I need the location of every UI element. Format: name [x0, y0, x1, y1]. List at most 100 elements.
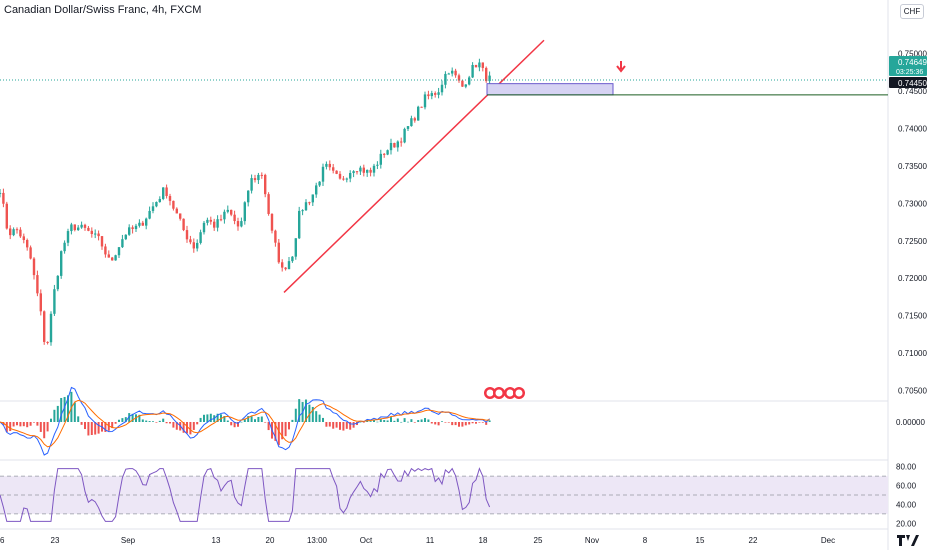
macd-bar	[454, 422, 457, 426]
macd-bar	[288, 422, 290, 430]
candle-body	[196, 242, 199, 249]
rsi-tick: 80.00	[896, 463, 917, 472]
event-icon[interactable]	[484, 387, 525, 399]
candle-body	[471, 65, 474, 78]
price-tick: 0.72000	[898, 274, 927, 283]
current-price-tag	[889, 56, 927, 76]
macd-bar	[199, 417, 202, 422]
candle-body	[226, 209, 229, 212]
candle-body	[53, 289, 56, 314]
macd-bar	[427, 419, 430, 422]
macd-bar	[121, 418, 124, 422]
macd-bar	[430, 422, 433, 424]
tradingview-logo-icon[interactable]	[897, 535, 919, 548]
trendline[interactable]	[283, 39, 545, 294]
candle-body	[355, 171, 359, 173]
candle-body	[128, 227, 131, 235]
rsi-tick: 40.00	[896, 500, 917, 509]
macd-bar	[315, 411, 318, 422]
macd-bar	[216, 413, 219, 422]
symbol-title[interactable]: Canadian Dollar/Swiss Franc, 4h, FXCM	[4, 4, 202, 16]
macd-bar	[393, 420, 396, 422]
candle-body	[403, 128, 406, 143]
currency-button[interactable]: CHF	[900, 4, 924, 19]
target-box[interactable]	[486, 83, 614, 96]
macd-bar	[478, 422, 481, 423]
candle-body	[420, 106, 423, 108]
candle-body	[318, 181, 321, 186]
candle-body	[338, 173, 342, 179]
candle-body	[26, 239, 29, 248]
macd-bar	[128, 413, 131, 422]
candle-body	[80, 224, 83, 228]
candle-body	[87, 227, 90, 231]
price-axis[interactable]: 0.75000 0.74500 0.74000 0.73500 0.73000 0.725…	[898, 50, 927, 396]
candle-body	[383, 153, 386, 155]
macd-bar	[29, 422, 32, 426]
candle-body	[63, 242, 66, 252]
macd-bar	[138, 414, 141, 422]
macd-bar	[458, 422, 460, 427]
candle-body	[315, 185, 318, 195]
macd-bar	[162, 418, 165, 422]
time-tick: Nov	[585, 536, 599, 545]
macd-bar	[284, 422, 287, 437]
candle-body	[253, 178, 257, 181]
candle-body	[223, 211, 226, 220]
rsi-axis[interactable]: 80.00 60.00 40.00 20.00	[896, 463, 917, 529]
candle-body	[182, 218, 185, 231]
macd-tick: 0.00000	[896, 418, 925, 427]
candle-body	[294, 238, 297, 257]
candle-body	[451, 70, 454, 74]
macd-bar	[413, 422, 416, 423]
candle-body	[100, 236, 104, 247]
candle-body	[49, 313, 53, 343]
candle-body	[444, 73, 447, 85]
macd-bar	[237, 422, 239, 427]
macd-bar	[373, 419, 375, 422]
current-price-label: 0.74649	[898, 58, 927, 67]
signal-line	[0, 399, 490, 448]
macd-bar	[22, 422, 25, 427]
candle-body	[56, 275, 59, 290]
candle-body	[66, 231, 70, 243]
time-tick: 23	[51, 536, 60, 545]
candle-body	[325, 163, 328, 167]
macd-bar	[33, 422, 35, 423]
candle-body	[206, 219, 209, 223]
candle-body	[332, 167, 335, 171]
macd-axis[interactable]: 0.00000	[896, 418, 925, 427]
macd-bar	[60, 397, 63, 422]
candle-body	[267, 194, 270, 214]
candle-body	[213, 221, 216, 228]
macd-bar	[169, 422, 171, 424]
macd-bar	[322, 417, 324, 422]
macd-bar	[352, 422, 355, 428]
macd-bar	[257, 416, 260, 422]
time-tick: 15	[696, 536, 705, 545]
candle-body	[97, 233, 100, 237]
macd-bar	[77, 416, 80, 422]
macd-bar	[451, 422, 454, 426]
macd-bar	[488, 420, 491, 422]
macd-bar	[240, 421, 243, 423]
macd-bar	[274, 422, 277, 441]
macd-bar	[345, 422, 348, 429]
candle-body	[9, 228, 12, 236]
candle-body	[151, 206, 155, 211]
candle-body	[36, 275, 39, 294]
time-axis[interactable]: 6 23 Sep 13 20 13:00 Oct 11 18 25 Nov 8 15 22 Dec	[0, 536, 835, 545]
arrow-down-icon	[616, 61, 626, 73]
rsi-band	[0, 475, 888, 515]
macd-bar	[94, 422, 97, 435]
candle-body	[216, 219, 219, 228]
macd-bar	[84, 422, 86, 430]
candle-body	[209, 219, 212, 222]
price-tick: 0.70500	[898, 387, 927, 396]
candle-body	[481, 62, 484, 68]
candle-body	[260, 174, 263, 176]
candle-body	[172, 200, 175, 209]
macd-bar	[226, 420, 229, 422]
